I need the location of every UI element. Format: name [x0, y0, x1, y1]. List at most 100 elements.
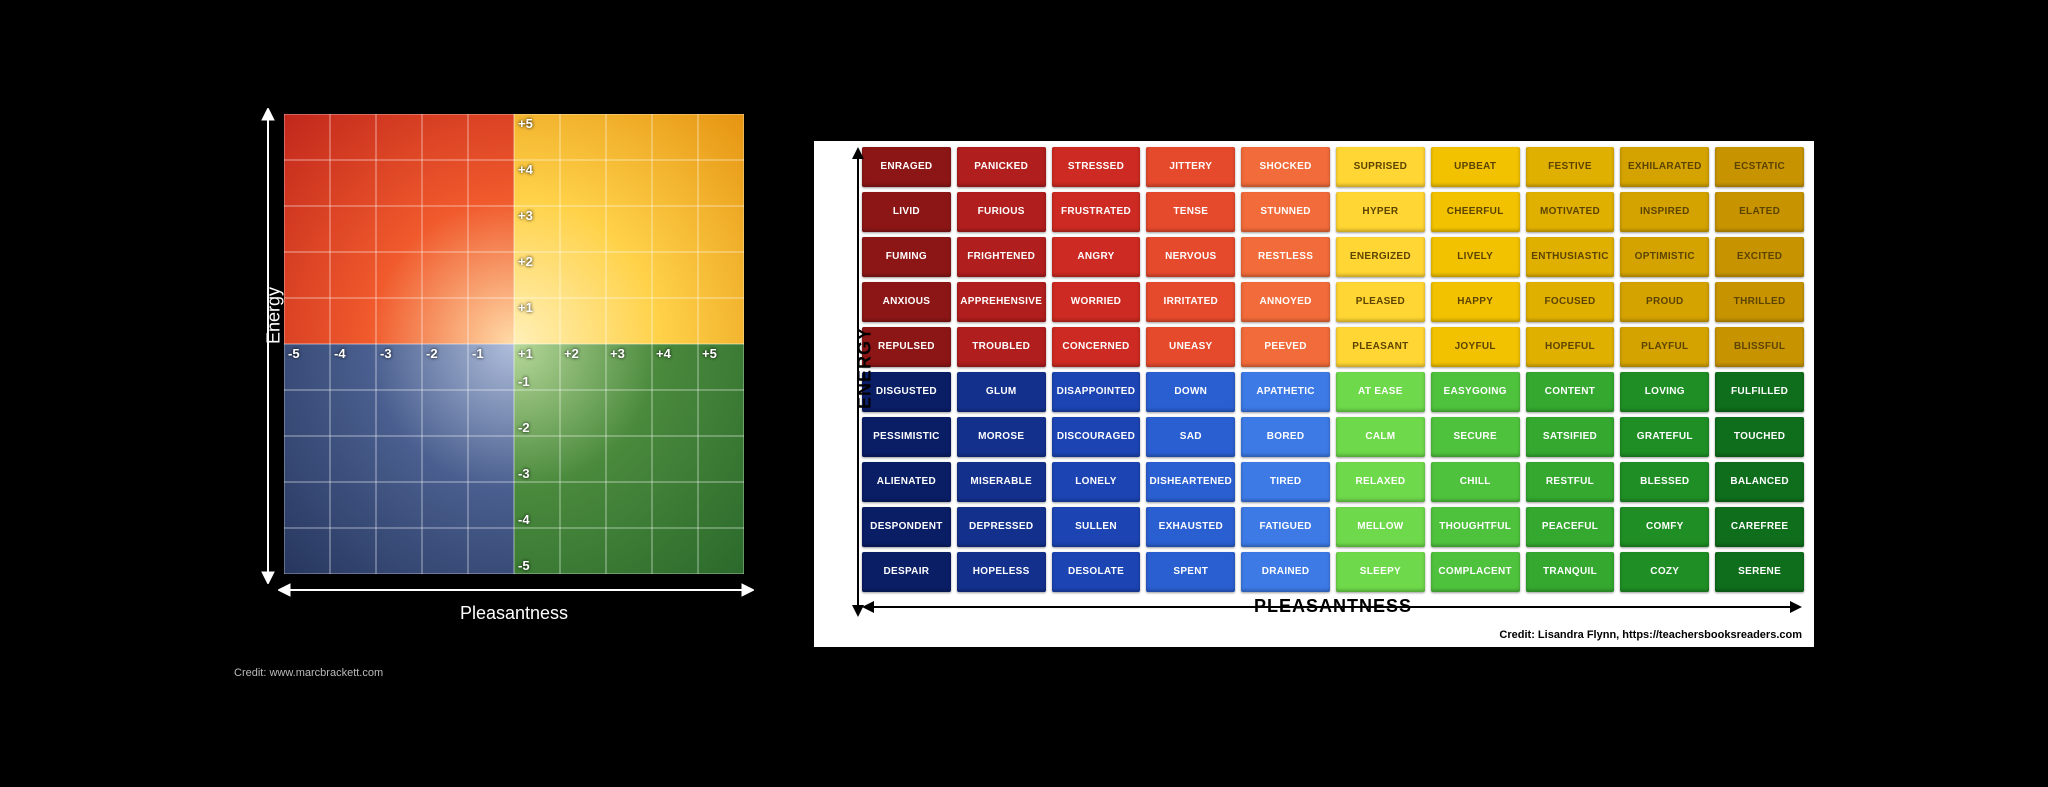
- mood-cell: BORED: [1241, 417, 1330, 457]
- mood-cell: EXHAUSTED: [1146, 507, 1235, 547]
- mood-cell: ENERGIZED: [1336, 237, 1425, 277]
- quadrant-background: [284, 114, 744, 574]
- mood-cell: FULFILLED: [1715, 372, 1804, 412]
- mood-cell: ANXIOUS: [862, 282, 951, 322]
- mood-cell: GRATEFUL: [1620, 417, 1709, 457]
- mood-cell: UPBEAT: [1431, 147, 1520, 187]
- y-axis-label: ENERGY: [855, 327, 876, 409]
- mood-cell: CONCERNED: [1052, 327, 1141, 367]
- mood-cell: PANICKED: [957, 147, 1046, 187]
- mood-cell: COMPLACENT: [1431, 552, 1520, 592]
- mood-cell: SHOCKED: [1241, 147, 1330, 187]
- mood-cell: ALIENATED: [862, 462, 951, 502]
- mood-cell: DESPONDENT: [862, 507, 951, 547]
- mood-cell: PLEASED: [1336, 282, 1425, 322]
- quadrant-grid-container: Energy Pleasantness +5+4+3+2+1-1-2-3-4-5…: [284, 114, 744, 574]
- mood-cell: DOWN: [1146, 372, 1235, 412]
- mood-cell: ELATED: [1715, 192, 1804, 232]
- mood-cell: LOVING: [1620, 372, 1709, 412]
- mood-cell: SLEEPY: [1336, 552, 1425, 592]
- mood-cell: THRILLED: [1715, 282, 1804, 322]
- y-axis-arrow-icon: [258, 108, 278, 584]
- x-tick-label: +5: [702, 346, 717, 361]
- mood-cell: DISHEARTENED: [1146, 462, 1235, 502]
- mood-cell: TENSE: [1146, 192, 1235, 232]
- x-tick-label: +2: [564, 346, 579, 361]
- mood-cell: TRANQUIL: [1526, 552, 1615, 592]
- mood-cell: ANGRY: [1052, 237, 1141, 277]
- mood-cell: SULLEN: [1052, 507, 1141, 547]
- mood-cell: CAREFREE: [1715, 507, 1804, 547]
- x-tick-label: -2: [426, 346, 438, 361]
- mood-cell: FRUSTRATED: [1052, 192, 1141, 232]
- mood-cell: PESSIMISTIC: [862, 417, 951, 457]
- mood-cell: SATSIFIED: [1526, 417, 1615, 457]
- quadrant-chart: Energy Pleasantness +5+4+3+2+1-1-2-3-4-5…: [234, 114, 754, 674]
- mood-cell: TIRED: [1241, 462, 1330, 502]
- mood-cell: SERENE: [1715, 552, 1804, 592]
- y-tick-label: -1: [518, 374, 530, 389]
- mood-cell: CHILL: [1431, 462, 1520, 502]
- y-tick-label: -2: [518, 420, 530, 435]
- credit-left: Credit: www.marcbrackett.com: [234, 667, 383, 679]
- mood-cell: MISERABLE: [957, 462, 1046, 502]
- mood-meter: ENERGY ENRAGEDPANICKEDSTRESSEDJITTERYSHO…: [814, 141, 1814, 647]
- mood-cell: LIVID: [862, 192, 951, 232]
- mood-cell: DISCOURAGED: [1052, 417, 1141, 457]
- mood-cell: MELLOW: [1336, 507, 1425, 547]
- mood-cell: HYPER: [1336, 192, 1425, 232]
- mood-cell: MOROSE: [957, 417, 1046, 457]
- mood-cell: PLAYFUL: [1620, 327, 1709, 367]
- mood-cell: OPTIMISTIC: [1620, 237, 1709, 277]
- mood-cell: RELAXED: [1336, 462, 1425, 502]
- x-axis-label: Pleasantness: [460, 603, 568, 624]
- mood-cell: AT EASE: [1336, 372, 1425, 412]
- credit-right: Credit: Lisandra Flynn, https://teachers…: [1499, 629, 1802, 641]
- y-tick-label: +4: [518, 162, 533, 177]
- y-tick-label: +2: [518, 254, 533, 269]
- mood-cell: HOPEFUL: [1526, 327, 1615, 367]
- mood-cell: LONELY: [1052, 462, 1141, 502]
- mood-cell: FURIOUS: [957, 192, 1046, 232]
- y-tick-label: +3: [518, 208, 533, 223]
- mood-cell: PLEASANT: [1336, 327, 1425, 367]
- mood-cell: PEACEFUL: [1526, 507, 1615, 547]
- mood-cell: DESOLATE: [1052, 552, 1141, 592]
- y-tick-label: -3: [518, 466, 530, 481]
- mood-cell: BLISSFUL: [1715, 327, 1804, 367]
- y-tick-label: +1: [518, 300, 533, 315]
- mood-cell: FOCUSED: [1526, 282, 1615, 322]
- mood-cell: TOUCHED: [1715, 417, 1804, 457]
- y-tick-label: -4: [518, 512, 530, 527]
- mood-cell: STUNNED: [1241, 192, 1330, 232]
- x-tick-label: -4: [334, 346, 346, 361]
- mood-cell: EXHILARATED: [1620, 147, 1709, 187]
- mood-cell: THOUGHTFUL: [1431, 507, 1520, 547]
- mood-cell: APPREHENSIVE: [957, 282, 1046, 322]
- mood-cell: MOTIVATED: [1526, 192, 1615, 232]
- mood-cell: SAD: [1146, 417, 1235, 457]
- x-axis-arrow-icon: [278, 580, 754, 600]
- mood-cell: PEEVED: [1241, 327, 1330, 367]
- mood-cell: ENRAGED: [862, 147, 951, 187]
- mood-cell: CHEERFUL: [1431, 192, 1520, 232]
- mood-cell: NERVOUS: [1146, 237, 1235, 277]
- mood-cell: ANNOYED: [1241, 282, 1330, 322]
- mood-cell: GLUM: [957, 372, 1046, 412]
- mood-grid: ENRAGEDPANICKEDSTRESSEDJITTERYSHOCKEDSUP…: [862, 147, 1804, 592]
- x-tick-label: -3: [380, 346, 392, 361]
- y-tick-label: -5: [518, 558, 530, 573]
- y-tick-label: +5: [518, 116, 533, 131]
- x-tick-label: +3: [610, 346, 625, 361]
- mood-cell: FRIGHTENED: [957, 237, 1046, 277]
- mood-cell: PROUD: [1620, 282, 1709, 322]
- x-tick-label: +1: [518, 346, 533, 361]
- mood-cell: UNEASY: [1146, 327, 1235, 367]
- mood-cell: SUPRISED: [1336, 147, 1425, 187]
- mood-cell: IRRITATED: [1146, 282, 1235, 322]
- mood-cell: EASYGOING: [1431, 372, 1520, 412]
- mood-cell: SPENT: [1146, 552, 1235, 592]
- mood-cell: TROUBLED: [957, 327, 1046, 367]
- mood-cell: HOPELESS: [957, 552, 1046, 592]
- mood-cell: COMFY: [1620, 507, 1709, 547]
